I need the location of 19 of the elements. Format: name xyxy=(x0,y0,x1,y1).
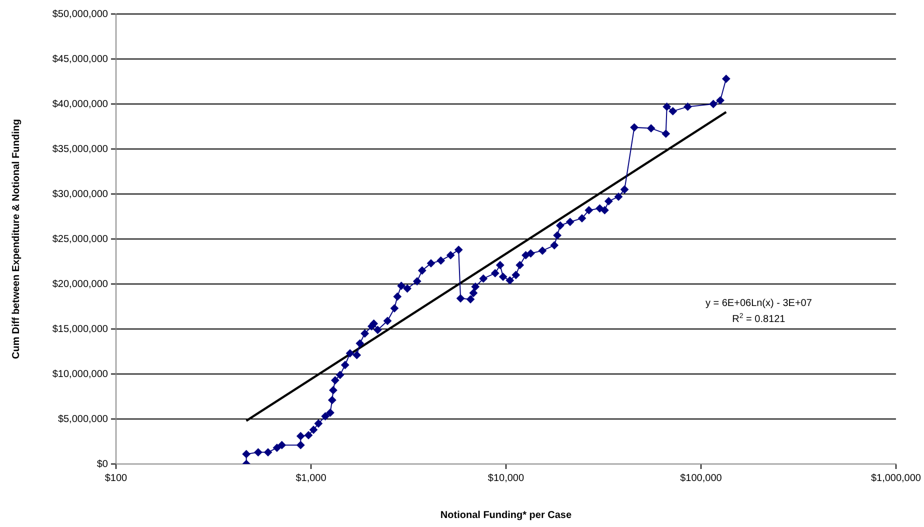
y-tick-label: $30,000,000 xyxy=(52,188,108,200)
y-tick-label: $10,000,000 xyxy=(52,368,108,380)
y-tick-label: $15,000,000 xyxy=(52,324,108,335)
x-tick-label: $100,000 xyxy=(680,472,722,484)
y-tick-label: $45,000,000 xyxy=(52,54,108,65)
y-tick-label: $40,000,000 xyxy=(52,98,108,110)
y-tick-label: $5,000,000 xyxy=(58,414,108,425)
x-tick-label: $1,000,000 xyxy=(870,472,922,484)
y-tick-label: $50,000,000 xyxy=(52,8,108,20)
y-axis-title: Cum Diff between Expenditure & Notional Funding xyxy=(10,119,22,359)
y-tick-label: $20,000,000 xyxy=(52,278,108,290)
x-tick-label: $1,000 xyxy=(296,472,327,484)
annotation: y = 6E+06Ln(x) - 3E+07 xyxy=(705,298,812,309)
y-tick-label: $0 xyxy=(96,458,108,470)
y-tick-label: $35,000,000 xyxy=(52,144,108,155)
x-tick-label: $100 xyxy=(104,472,128,484)
y-tick-label: $25,000,000 xyxy=(52,234,108,245)
x-tick-label: $10,000 xyxy=(488,472,524,484)
x-axis-title: Notional Funding* per Case xyxy=(440,510,572,521)
